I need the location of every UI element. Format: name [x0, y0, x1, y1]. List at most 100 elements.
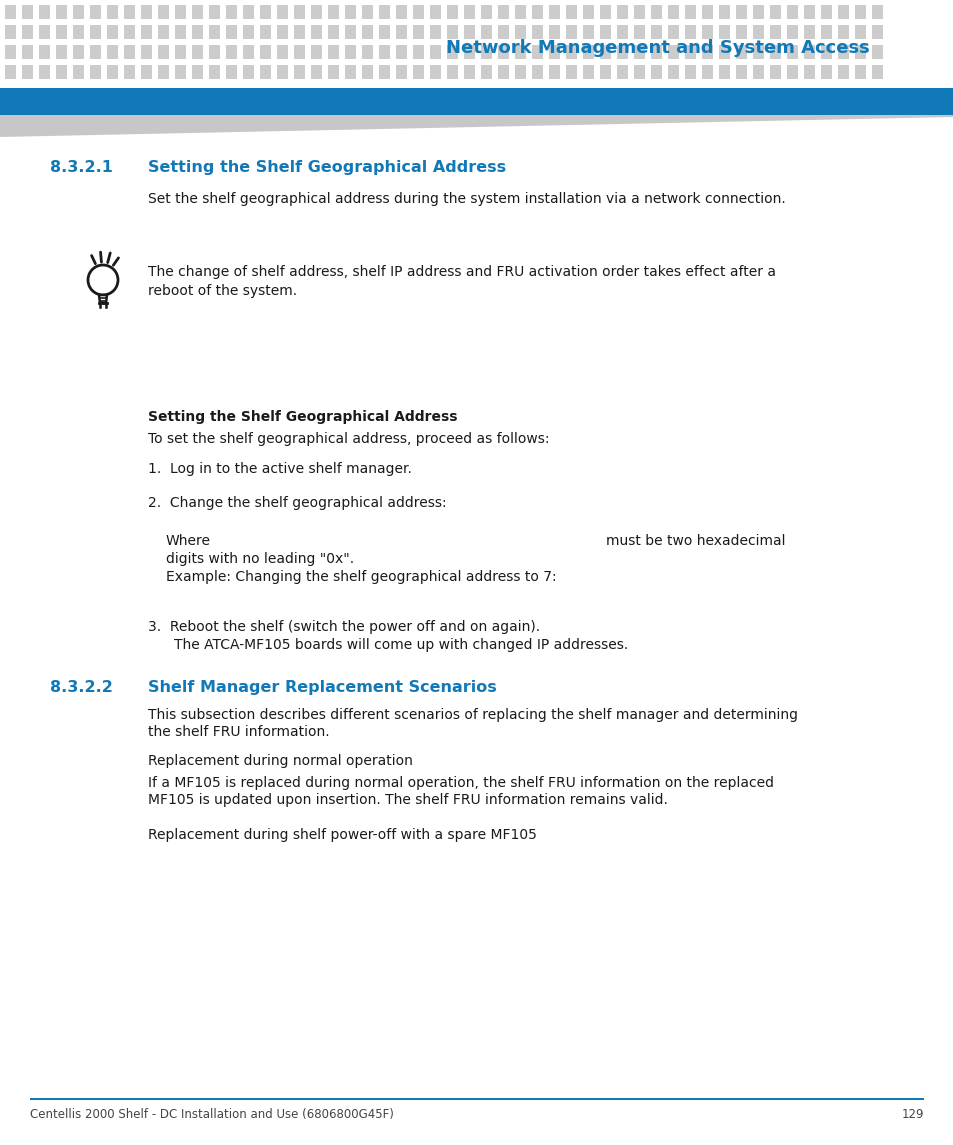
Bar: [752, 45, 763, 60]
Bar: [22, 25, 33, 39]
Bar: [107, 65, 118, 79]
Text: Centellis 2000 Shelf - DC Installation and Use (6806800G45F): Centellis 2000 Shelf - DC Installation a…: [30, 1108, 394, 1121]
Bar: [39, 65, 50, 79]
Bar: [617, 65, 627, 79]
Bar: [158, 45, 169, 60]
Bar: [548, 45, 559, 60]
Bar: [871, 45, 882, 60]
Bar: [124, 5, 135, 19]
Bar: [192, 65, 203, 79]
Bar: [735, 5, 746, 19]
Bar: [294, 65, 305, 79]
Bar: [480, 5, 492, 19]
Bar: [769, 5, 781, 19]
Bar: [361, 5, 373, 19]
Bar: [260, 65, 271, 79]
Bar: [719, 45, 729, 60]
Bar: [378, 45, 390, 60]
Bar: [871, 5, 882, 19]
Bar: [480, 65, 492, 79]
Bar: [328, 65, 338, 79]
Text: Replacement during normal operation: Replacement during normal operation: [148, 755, 413, 768]
Bar: [226, 5, 236, 19]
Bar: [174, 5, 186, 19]
Bar: [735, 25, 746, 39]
Bar: [243, 25, 253, 39]
Bar: [803, 45, 814, 60]
Text: The ATCA-MF105 boards will come up with changed IP addresses.: The ATCA-MF105 boards will come up with …: [173, 638, 628, 652]
Bar: [158, 25, 169, 39]
Bar: [73, 65, 84, 79]
Bar: [701, 45, 712, 60]
Bar: [684, 65, 696, 79]
Bar: [107, 45, 118, 60]
Bar: [548, 25, 559, 39]
Bar: [107, 25, 118, 39]
Bar: [430, 45, 440, 60]
Bar: [447, 5, 457, 19]
Bar: [345, 65, 355, 79]
Bar: [582, 5, 594, 19]
Bar: [430, 5, 440, 19]
Bar: [5, 65, 16, 79]
Bar: [515, 45, 525, 60]
Bar: [447, 45, 457, 60]
Bar: [174, 25, 186, 39]
Bar: [786, 65, 797, 79]
Text: 8.3.2.2: 8.3.2.2: [50, 680, 112, 695]
Text: Setting the Shelf Geographical Address: Setting the Shelf Geographical Address: [148, 160, 506, 175]
Bar: [56, 65, 67, 79]
Bar: [107, 5, 118, 19]
Bar: [209, 5, 220, 19]
Bar: [395, 25, 407, 39]
Bar: [854, 25, 865, 39]
Bar: [634, 5, 644, 19]
Bar: [361, 65, 373, 79]
Bar: [803, 65, 814, 79]
Bar: [650, 25, 661, 39]
Bar: [90, 5, 101, 19]
Bar: [328, 5, 338, 19]
Text: Shelf Manager Replacement Scenarios: Shelf Manager Replacement Scenarios: [148, 680, 497, 695]
Bar: [719, 5, 729, 19]
Bar: [752, 65, 763, 79]
Bar: [786, 45, 797, 60]
Bar: [803, 5, 814, 19]
Bar: [786, 5, 797, 19]
Bar: [260, 25, 271, 39]
Bar: [226, 25, 236, 39]
Bar: [90, 25, 101, 39]
Bar: [752, 5, 763, 19]
Text: 1.  Log in to the active shelf manager.: 1. Log in to the active shelf manager.: [148, 461, 412, 476]
Bar: [260, 5, 271, 19]
Bar: [565, 45, 577, 60]
Bar: [192, 5, 203, 19]
Bar: [276, 5, 288, 19]
Bar: [141, 65, 152, 79]
Bar: [617, 25, 627, 39]
Text: 129: 129: [901, 1108, 923, 1121]
Bar: [634, 65, 644, 79]
Text: must be two hexadecimal: must be two hexadecimal: [605, 534, 784, 548]
Bar: [447, 25, 457, 39]
Bar: [480, 25, 492, 39]
Bar: [599, 25, 610, 39]
Bar: [821, 5, 831, 19]
Bar: [395, 65, 407, 79]
Bar: [192, 45, 203, 60]
Bar: [5, 45, 16, 60]
Bar: [667, 45, 679, 60]
Text: the shelf FRU information.: the shelf FRU information.: [148, 725, 330, 739]
Bar: [582, 25, 594, 39]
Bar: [209, 45, 220, 60]
Bar: [821, 45, 831, 60]
Text: Network Management and System Access: Network Management and System Access: [446, 39, 869, 57]
Bar: [413, 45, 423, 60]
Text: To set the shelf geographical address, proceed as follows:: To set the shelf geographical address, p…: [148, 432, 549, 447]
Bar: [56, 5, 67, 19]
Bar: [667, 25, 679, 39]
Bar: [871, 25, 882, 39]
Bar: [667, 5, 679, 19]
Bar: [345, 25, 355, 39]
Bar: [345, 5, 355, 19]
